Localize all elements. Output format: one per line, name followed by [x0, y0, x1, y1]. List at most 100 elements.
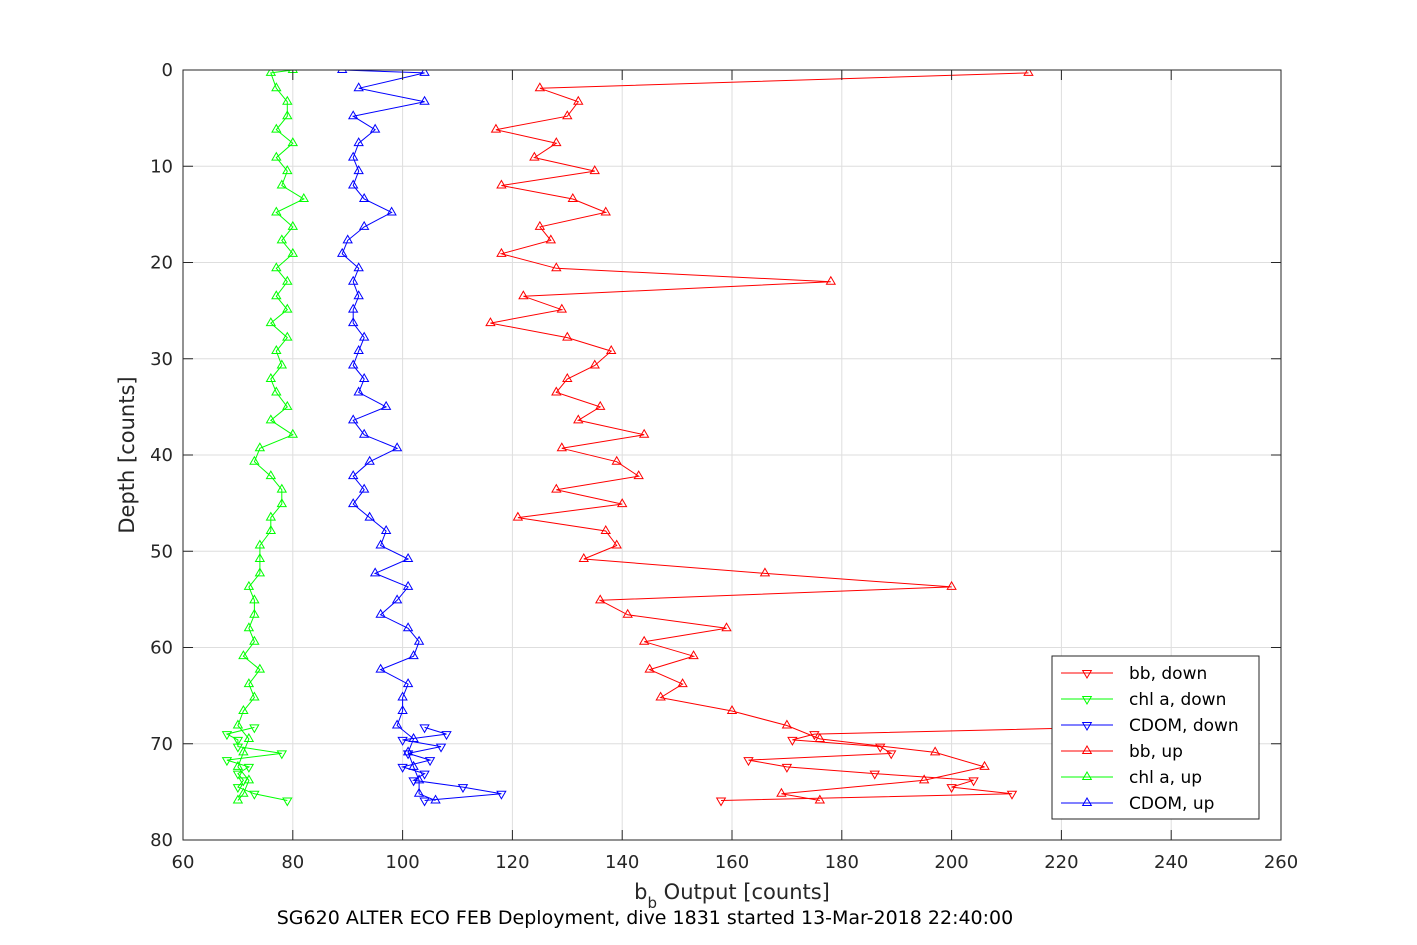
series-bb-down: [715, 724, 1106, 807]
data-point-cdom-down: [441, 731, 452, 741]
data-point-chl-a-up: [265, 372, 277, 382]
data-point-bb-down: [946, 784, 957, 794]
data-point-cdom-up: [413, 774, 425, 784]
data-point-bb-down: [968, 777, 979, 787]
series-bb-up: [485, 70, 1034, 804]
series-chl-a-up: [232, 70, 309, 804]
data-point-chl-a-up: [271, 262, 282, 272]
y-tick-label: 0: [162, 60, 173, 81]
data-point-cdom-down: [397, 736, 408, 746]
data-point-cdom-up: [347, 317, 359, 327]
data-point-chl-a-up: [298, 192, 309, 202]
data-point-bb-up: [567, 192, 579, 202]
data-point-cdom-up: [347, 359, 359, 369]
data-point-bb-up: [611, 539, 622, 549]
data-point-cdom-up: [342, 234, 353, 244]
data-point-bb-down: [869, 770, 880, 780]
data-point-chl-a-up: [276, 234, 288, 244]
data-point-chl-a-up: [265, 511, 277, 521]
data-point-cdom-up: [413, 787, 425, 797]
legend-entry-bb-up: bb, up: [1061, 742, 1183, 762]
data-point-chl-a-up: [276, 179, 288, 189]
data-point-chl-a-up: [265, 414, 277, 424]
data-point-bb-up: [814, 732, 826, 742]
data-point-chl-a-up: [254, 442, 266, 452]
data-point-cdom-up: [347, 414, 359, 424]
data-point-cdom-up: [336, 70, 348, 73]
data-point-chl-a-down: [232, 736, 244, 746]
data-point-bb-up: [551, 483, 562, 493]
data-point-bb-up: [545, 234, 557, 244]
data-point-bb-up: [946, 580, 957, 590]
data-point-bb-up: [677, 678, 688, 688]
data-point-bb-up: [721, 622, 732, 632]
series-cdom-up: [336, 70, 441, 804]
data-point-chl-a-up: [282, 303, 293, 313]
data-point-cdom-up: [347, 179, 359, 189]
data-point-bb-down: [787, 736, 798, 746]
y-axis-label: Depth [counts]: [115, 376, 139, 533]
y-tick-label: 10: [150, 156, 173, 177]
data-point-chl-a-up: [254, 663, 266, 673]
data-point-bb-down: [875, 743, 886, 753]
data-point-bb-down: [885, 750, 897, 760]
data-point-chl-a-up: [271, 151, 282, 161]
data-point-bb-up: [655, 691, 666, 701]
data-point-chl-a-up: [249, 691, 260, 701]
data-point-bb-down: [1006, 790, 1018, 800]
legend-swatch-marker: [1081, 745, 1093, 754]
data-point-bb-up: [616, 498, 628, 508]
series-line-chl-a-up: [237, 70, 305, 801]
data-point-bb-up: [688, 650, 699, 660]
data-point-bb-up: [534, 82, 546, 92]
data-point-chl-a-up: [232, 719, 244, 729]
data-point-cdom-down: [435, 743, 447, 753]
axis-ticks: [182, 69, 1282, 841]
legend-label: chl a, down: [1129, 690, 1226, 710]
data-point-bb-up: [562, 110, 573, 120]
data-point-chl-a-up: [287, 428, 299, 438]
data-point-bb-up: [622, 608, 633, 618]
data-point-chl-a-down: [232, 770, 244, 780]
data-point-bb-up: [512, 511, 524, 521]
data-point-cdom-up: [347, 110, 359, 120]
data-point-cdom-up: [419, 70, 430, 76]
data-point-bb-up: [534, 220, 546, 230]
legend-swatch-marker: [1081, 670, 1093, 679]
y-tick-label: 80: [150, 830, 173, 851]
y-tick-label: 30: [150, 349, 173, 370]
data-point-bb-up: [551, 386, 562, 396]
data-point-bb-up: [589, 165, 600, 175]
data-point-cdom-up: [358, 220, 370, 230]
y-tick-label: 50: [150, 541, 173, 562]
data-point-chl-a-up: [243, 580, 255, 590]
data-point-cdom-up: [386, 206, 397, 216]
data-point-cdom-up: [347, 275, 359, 285]
legend-entry-chl-a-down: chl a, down: [1061, 690, 1226, 710]
data-point-chl-a-up: [287, 247, 299, 257]
data-point-bb-up: [611, 455, 622, 465]
data-point-bb-up: [496, 247, 507, 257]
data-point-bb-up: [644, 663, 655, 673]
data-point-chl-a-down: [221, 757, 233, 767]
data-point-bb-up: [518, 290, 529, 300]
x-tick-label: 220: [1044, 852, 1078, 873]
x-axis-label-rest: Output [counts]: [657, 880, 830, 904]
data-point-cdom-up: [402, 580, 414, 590]
data-point-chl-a-up: [276, 359, 288, 369]
series-cdom-down: [397, 724, 507, 807]
data-point-chl-a-up: [249, 455, 260, 465]
data-point-chl-a-up: [238, 705, 249, 715]
data-point-cdom-up: [375, 663, 386, 673]
data-point-cdom-up: [397, 705, 408, 715]
data-point-bb-up: [979, 760, 990, 770]
data-point-bb-up: [781, 719, 793, 729]
data-point-cdom-up: [347, 303, 359, 313]
data-point-chl-a-down: [243, 763, 255, 773]
data-point-cdom-up: [353, 290, 364, 300]
data-point-chl-a-down: [232, 784, 244, 794]
data-point-chl-a-up: [238, 650, 249, 660]
data-point-chl-a-up: [271, 82, 282, 92]
data-point-bb-up: [562, 331, 573, 341]
legend-swatch-marker: [1081, 797, 1093, 806]
